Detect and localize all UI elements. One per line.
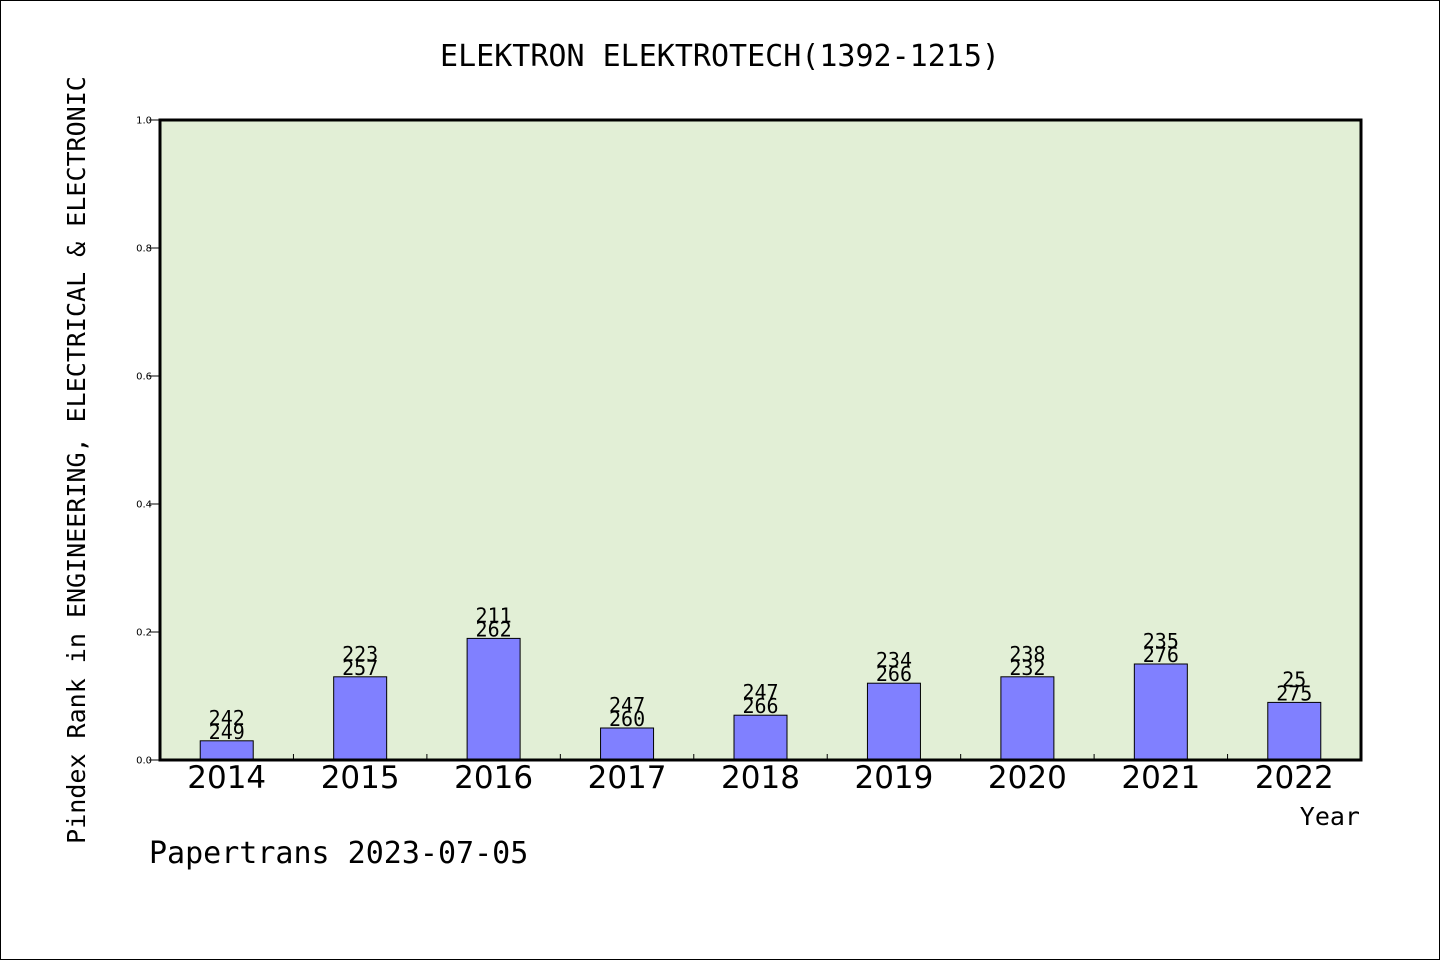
bar-label-bottom-2016: 262 <box>476 617 512 641</box>
plot-area <box>160 120 1361 760</box>
bar-2015 <box>333 676 388 761</box>
bar-label-top-2019: 234 <box>876 648 912 672</box>
y-tick-label-2: 0.4 <box>136 500 152 511</box>
bar-label-top-2021: 235 <box>1143 629 1179 653</box>
bar-label-bottom-2018: 266 <box>742 694 778 718</box>
x-tick-label-2015: 2015 <box>321 760 400 796</box>
bar-label-bottom-2021: 276 <box>1143 643 1179 667</box>
bar-label-bottom-2019: 266 <box>876 662 912 686</box>
y-axis: 0.0 0.2 0.4 0.6 0.8 1.0 <box>136 116 160 767</box>
chart-title: ELEKTRON ELEKTROTECH(1392-1215) <box>440 39 1000 74</box>
bar-label-bottom-2017: 260 <box>609 707 645 731</box>
x-tick-label-2022: 2022 <box>1255 760 1334 796</box>
bar-label-top-2018: 247 <box>742 680 778 704</box>
y-tick-label-3: 0.6 <box>136 372 152 383</box>
x-tick-label-2020: 2020 <box>988 760 1067 796</box>
bar-label-top-2017: 247 <box>609 693 645 717</box>
x-tick-label-2017: 2017 <box>588 760 667 796</box>
plot-border <box>158 118 1363 762</box>
bar-2021 <box>1133 663 1188 761</box>
footer-credit: Papertrans 2023-07-05 <box>149 836 528 871</box>
x-tick-label-2019: 2019 <box>854 760 933 796</box>
bar-2017 <box>600 727 655 761</box>
bars-group <box>199 637 1322 761</box>
bar-2016 <box>466 637 521 761</box>
bar-2022 <box>1267 701 1322 761</box>
x-axis-label: Year <box>1300 802 1360 831</box>
bar-label-bottom-2022: 275 <box>1276 681 1312 705</box>
bar-2018 <box>733 714 788 761</box>
bar-label-bottom-2015: 257 <box>342 656 378 680</box>
y-tick-label-4: 0.8 <box>136 244 152 255</box>
x-tick-labels: 2014 2015 2016 2017 2018 2019 2020 2021 2022 <box>187 760 1333 796</box>
bar-2019 <box>866 682 921 761</box>
data-labels-group: 2422492232572112622472602472662342662382… <box>209 603 1313 743</box>
bar-2020 <box>1000 676 1055 761</box>
bar-label-top-2015: 223 <box>342 642 378 666</box>
bar-label-top-2014: 242 <box>209 706 245 730</box>
bar-label-bottom-2020: 232 <box>1009 656 1045 680</box>
y-tick-label-1: 0.2 <box>136 628 152 639</box>
bar-label-top-2020: 238 <box>1009 642 1045 666</box>
y-axis-label: Pindex Rank in ENGINEERING, ELECTRICAL &… <box>62 76 91 844</box>
bar-label-top-2022: 25 <box>1282 667 1306 691</box>
bar-label-bottom-2014: 249 <box>209 720 245 744</box>
x-tick-label-2021: 2021 <box>1121 760 1200 796</box>
x-tick-label-2016: 2016 <box>454 760 533 796</box>
y-tick-label-5: 1.0 <box>136 116 152 127</box>
x-tick-label-2018: 2018 <box>721 760 800 796</box>
bar-label-top-2016: 211 <box>476 603 512 627</box>
x-tick-label-2014: 2014 <box>187 760 266 796</box>
y-tick-label-0: 0.0 <box>136 756 152 767</box>
